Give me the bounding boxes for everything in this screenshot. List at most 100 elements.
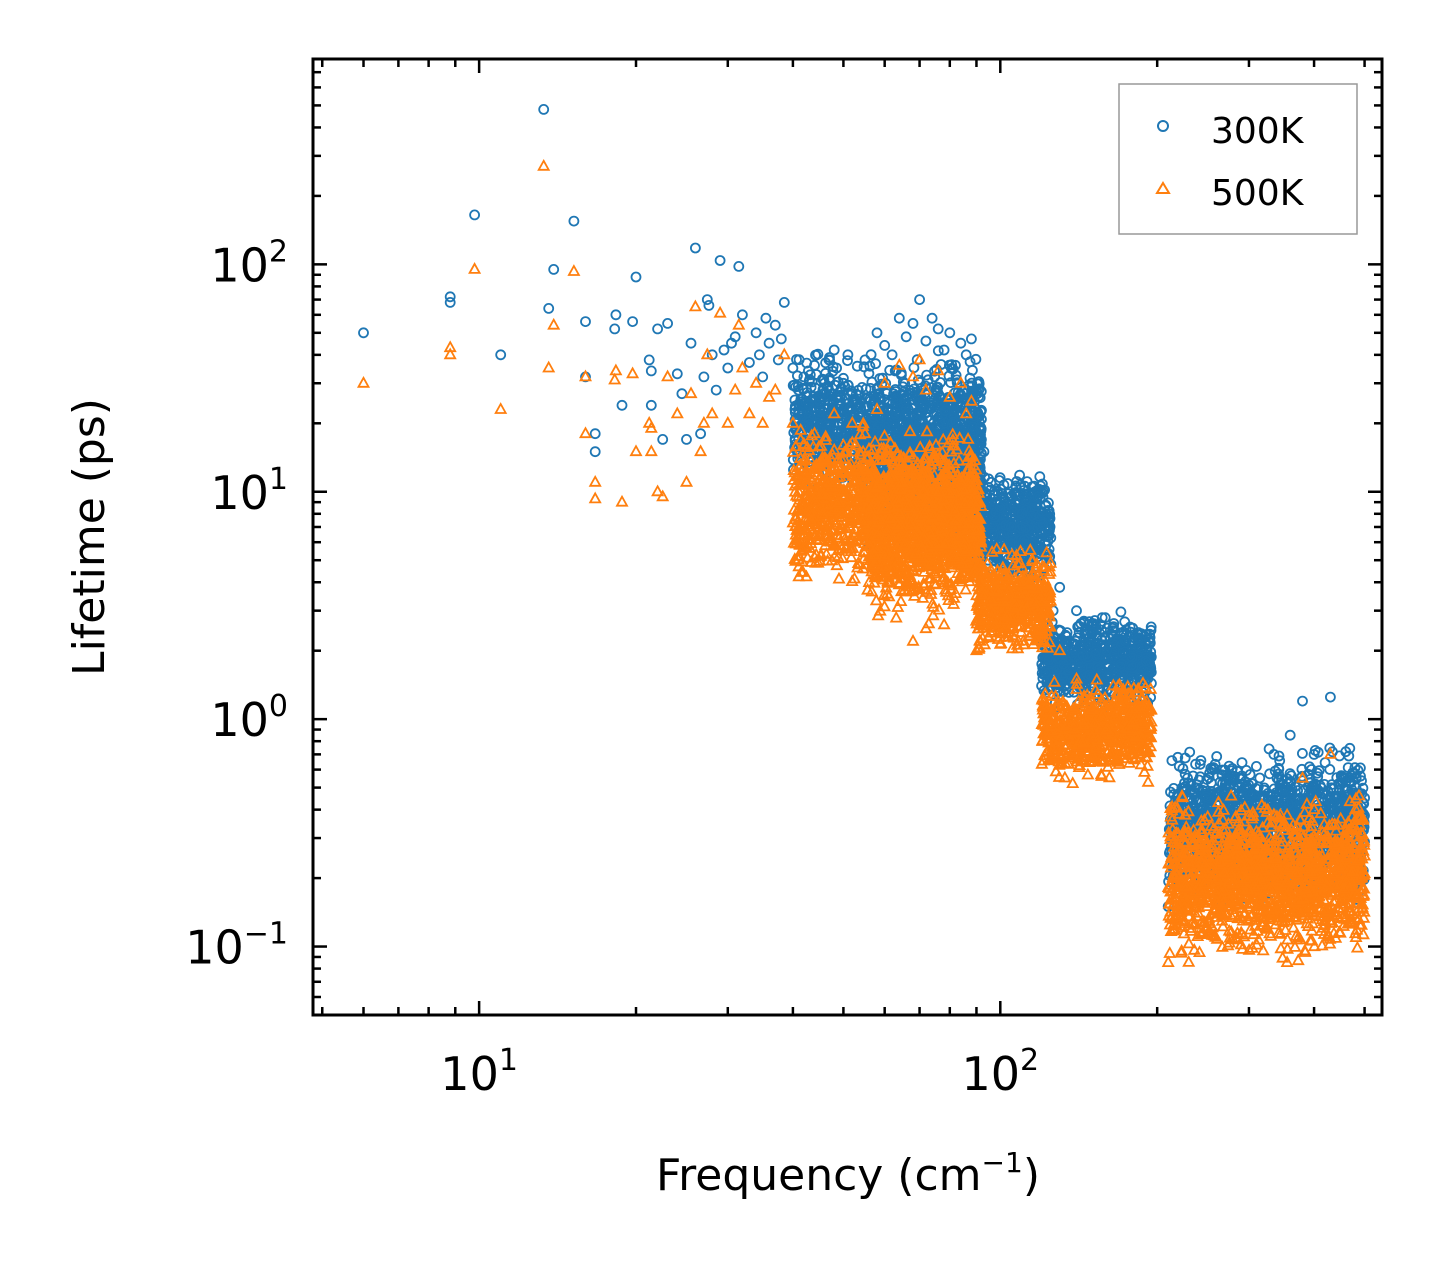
- point-300k: [860, 393, 871, 405]
- point-300k: [858, 361, 870, 373]
- point-300k: [814, 391, 826, 402]
- point-300k: [775, 333, 787, 345]
- point-300k: [695, 428, 706, 440]
- point-300k: [568, 215, 580, 227]
- point-300k: [939, 405, 951, 417]
- point-300k: [685, 337, 697, 349]
- point-300k: [1236, 757, 1248, 768]
- point-300k: [760, 312, 772, 324]
- point-300k: [973, 439, 985, 451]
- point-300k: [806, 376, 818, 388]
- point-300k: [944, 327, 956, 339]
- point-300k: [931, 385, 942, 397]
- point-300k: [932, 323, 944, 335]
- point-300k: [865, 395, 876, 407]
- point-300k: [803, 399, 815, 411]
- point-300k: [923, 402, 935, 414]
- point-300k: [789, 403, 801, 415]
- point-300k: [681, 433, 692, 445]
- point-300k: [907, 435, 919, 447]
- point-300k: [828, 344, 840, 356]
- point-300k: [580, 316, 591, 328]
- point-300k: [908, 362, 920, 374]
- point-300k: [938, 344, 950, 356]
- point-300k: [616, 399, 628, 411]
- point-300k: [698, 371, 710, 383]
- point-300k: [1319, 757, 1331, 768]
- point-300k: [803, 411, 815, 423]
- point-300k: [832, 425, 844, 437]
- point-300k: [842, 349, 854, 361]
- point-300k: [737, 309, 748, 321]
- point-300k: [976, 434, 987, 446]
- point-300k: [671, 368, 683, 380]
- point-300k: [710, 384, 722, 396]
- point-300k: [886, 349, 898, 361]
- point-300k: [589, 428, 601, 440]
- point-300k: [652, 323, 663, 335]
- point-300k: [944, 359, 955, 371]
- point-300k: [908, 383, 920, 395]
- point-300k: [803, 416, 815, 428]
- point-300k: [890, 410, 902, 422]
- point-300k: [703, 299, 715, 311]
- point-300k: [872, 382, 883, 394]
- point-300k: [444, 296, 456, 308]
- point-300k: [1284, 729, 1296, 741]
- point-300k: [834, 389, 846, 401]
- point-300k: [718, 344, 730, 356]
- point-300k: [676, 388, 688, 400]
- point-300k: [845, 424, 856, 436]
- point-300k: [970, 353, 982, 365]
- point-300k: [976, 405, 987, 416]
- scatter-points: [356, 104, 1372, 967]
- point-300k: [941, 435, 953, 447]
- point-300k: [914, 376, 926, 388]
- point-300k: [926, 312, 938, 324]
- point-300k: [870, 358, 881, 370]
- point-300k: [701, 294, 713, 306]
- point-300k: [787, 362, 799, 374]
- point-300k: [854, 407, 866, 419]
- point-300k: [645, 365, 657, 377]
- point-300k: [548, 263, 560, 275]
- point-300k: [662, 317, 673, 329]
- point-300k: [950, 369, 962, 381]
- point-300k: [872, 426, 883, 438]
- point-300k: [893, 312, 905, 324]
- point-300k: [943, 370, 955, 382]
- point-300k: [824, 354, 835, 366]
- point-300k: [757, 371, 769, 383]
- point-300k: [754, 349, 765, 361]
- point-300k: [929, 365, 940, 377]
- point-300k: [495, 349, 507, 361]
- point-300k: [690, 242, 701, 254]
- point-300k: [589, 446, 601, 458]
- point-300k: [814, 411, 825, 422]
- point-300k: [879, 339, 891, 351]
- point-300k: [888, 416, 900, 428]
- point-300k: [797, 398, 809, 410]
- point-300k: [772, 354, 784, 366]
- point-300k: [1325, 691, 1336, 703]
- point-300k: [657, 433, 669, 445]
- point-300k: [907, 399, 918, 411]
- point-300k: [884, 364, 896, 376]
- point-300k: [769, 319, 781, 331]
- point-300k: [1054, 581, 1066, 593]
- point-300k: [750, 327, 762, 339]
- point-300k: [645, 399, 657, 411]
- point-300k: [871, 327, 883, 339]
- point-300k: [538, 104, 550, 115]
- point-300k: [802, 421, 814, 432]
- point-300k: [873, 388, 885, 399]
- point-300k: [881, 431, 893, 443]
- point-300k: [960, 349, 972, 361]
- point-300k: [714, 255, 726, 266]
- point-300k: [900, 331, 912, 343]
- point-300k: [744, 357, 755, 368]
- point-300k: [804, 374, 815, 386]
- point-300k: [945, 377, 957, 389]
- point-300k: [831, 362, 842, 374]
- point-300k: [842, 355, 853, 367]
